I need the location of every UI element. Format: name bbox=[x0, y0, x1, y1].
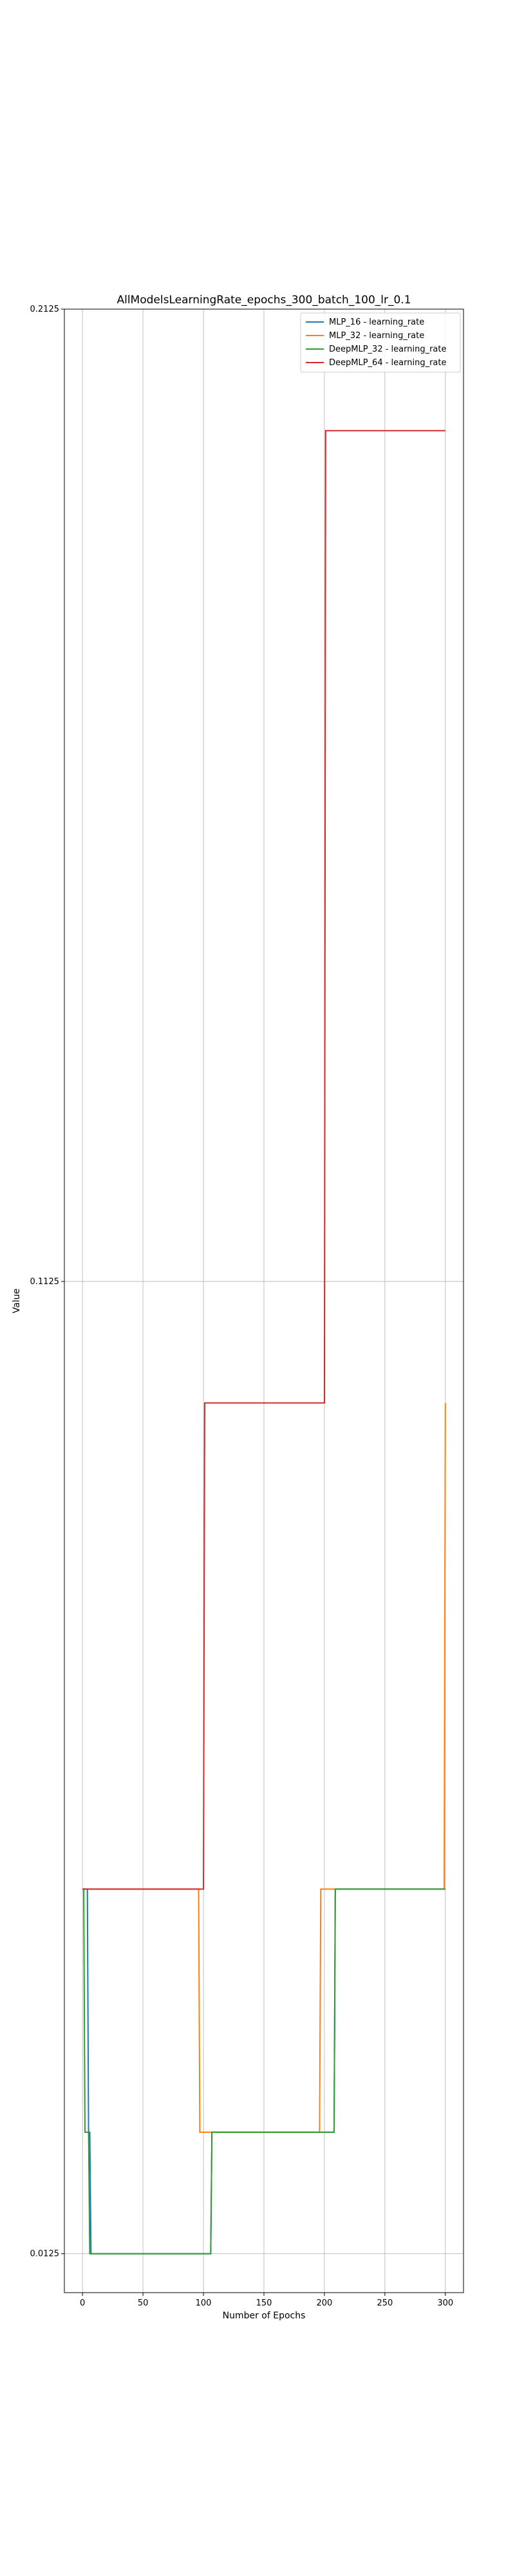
series-lines bbox=[82, 430, 446, 2255]
y-tick-label: 0.0125 bbox=[30, 2249, 60, 2259]
x-tick-label: 250 bbox=[377, 2298, 393, 2308]
chart-title: AllModelsLearningRate_epochs_300_batch_1… bbox=[117, 294, 411, 307]
x-tick-label: 300 bbox=[437, 2298, 453, 2308]
y-tick-label: 0.1125 bbox=[30, 1277, 60, 1287]
series-line-3 bbox=[82, 430, 445, 1890]
legend: MLP_16 - learning_rate MLP_32 - learning_… bbox=[300, 312, 461, 373]
legend-label: MLP_32 - learning_rate bbox=[329, 331, 424, 341]
x-tick-label: 200 bbox=[317, 2298, 333, 2308]
legend-label: DeepMLP_32 - learning_rate bbox=[329, 345, 447, 354]
y-axis-title: Value bbox=[12, 1289, 22, 1313]
legend-box bbox=[300, 312, 461, 373]
legend-label: MLP_16 - learning_rate bbox=[329, 317, 424, 327]
x-tick-label: 150 bbox=[256, 2298, 272, 2308]
x-tick-label: 100 bbox=[196, 2298, 212, 2308]
legend-label: DeepMLP_64 - learning_rate bbox=[329, 358, 447, 368]
y-tick-label: 0.2125 bbox=[30, 305, 60, 314]
series-line-2 bbox=[82, 1888, 445, 2255]
x-axis-title: Number of Epochs bbox=[223, 2311, 306, 2321]
x-tick-label: 0 bbox=[80, 2298, 85, 2308]
x-tick-label: 50 bbox=[138, 2298, 149, 2308]
axis-ticks: 0 50 100 150 200 250 300 0.0125 0.1125 0.2125 bbox=[30, 305, 454, 2308]
